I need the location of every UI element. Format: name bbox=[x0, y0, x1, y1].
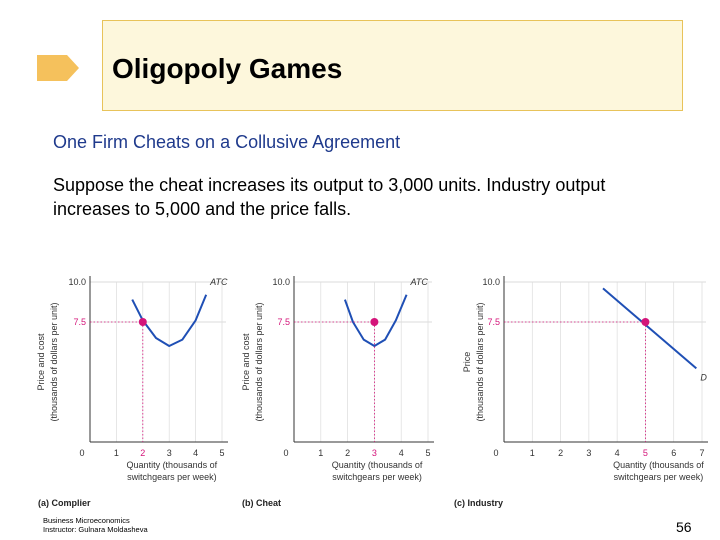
x-axis-label: switchgears per week) bbox=[127, 472, 217, 482]
footer-instructor: Instructor: Gulnara Moldasheva bbox=[43, 525, 148, 534]
y-tick-label: 7.5 bbox=[73, 317, 86, 327]
slide-title: Oligopoly Games bbox=[112, 53, 343, 84]
footer-credits: Business Microeconomics Instructor: Guln… bbox=[43, 516, 148, 534]
equilibrium-point bbox=[641, 318, 650, 326]
title-accent-shape bbox=[37, 55, 79, 81]
footer-course: Business Microeconomics bbox=[43, 516, 130, 525]
x-tick-label: 5 bbox=[643, 448, 648, 458]
x-axis-label: Quantity (thousands of bbox=[332, 460, 423, 470]
origin-label: 0 bbox=[79, 448, 84, 458]
y-axis-label: Price and cost bbox=[36, 333, 46, 391]
y-tick-label: 10.0 bbox=[482, 277, 500, 287]
panel-label: (c) Industry bbox=[454, 498, 503, 508]
x-axis-label: Quantity (thousands of bbox=[127, 460, 218, 470]
x-tick-label: 1 bbox=[530, 448, 535, 458]
panel-label: (b) Cheat bbox=[242, 498, 281, 508]
x-tick-label: 2 bbox=[345, 448, 350, 458]
curve-label: ATC bbox=[410, 277, 429, 287]
title-box: Oligopoly Games bbox=[102, 20, 683, 111]
x-tick-label: 1 bbox=[318, 448, 323, 458]
origin-label: 0 bbox=[493, 448, 498, 458]
chart-industry: 7.5 10.0 0 1 2 3 4 5 6 7 D Price (thousands of dolla… bbox=[454, 276, 708, 508]
curve-label: ATC bbox=[209, 277, 228, 287]
x-axis-label: switchgears per week) bbox=[332, 472, 422, 482]
equilibrium-point bbox=[138, 318, 147, 326]
panel-label: (a) Complier bbox=[38, 498, 91, 508]
x-tick-label: 2 bbox=[558, 448, 563, 458]
x-tick-label: 3 bbox=[372, 448, 377, 458]
page-number: 56 bbox=[676, 519, 692, 535]
x-tick-label: 1 bbox=[114, 448, 119, 458]
chart-complier: 7.5 10.0 0 1 2 3 4 5 ATC Price and cost (thousands… bbox=[36, 276, 228, 508]
y-axis-label: (thousands of dollars per unit) bbox=[49, 302, 59, 421]
y-axis-label: (thousands of dollars per unit) bbox=[254, 302, 264, 421]
x-tick-label: 6 bbox=[671, 448, 676, 458]
x-axis-label: switchgears per week) bbox=[614, 472, 704, 482]
y-tick-label: 10.0 bbox=[272, 277, 290, 287]
curve-label: D bbox=[700, 372, 707, 382]
x-tick-label: 5 bbox=[425, 448, 430, 458]
curve-d bbox=[602, 287, 697, 370]
x-tick-label: 3 bbox=[586, 448, 591, 458]
x-tick-label: 2 bbox=[140, 448, 145, 458]
x-tick-label: 4 bbox=[193, 448, 198, 458]
y-tick-label: 7.5 bbox=[487, 317, 500, 327]
origin-label: 0 bbox=[283, 448, 288, 458]
x-tick-label: 4 bbox=[615, 448, 620, 458]
slide-body-text: Suppose the cheat increases its output t… bbox=[53, 175, 606, 219]
x-tick-label: 3 bbox=[167, 448, 172, 458]
y-tick-label: 7.5 bbox=[277, 317, 290, 327]
y-axis-label: Price and cost bbox=[241, 333, 251, 391]
equilibrium-point bbox=[370, 318, 379, 326]
y-axis-label: Price bbox=[462, 352, 472, 373]
curve-atc bbox=[343, 294, 408, 347]
y-tick-label: 10.0 bbox=[68, 277, 86, 287]
x-tick-label: 7 bbox=[699, 448, 704, 458]
x-tick-label: 5 bbox=[219, 448, 224, 458]
slide-subtitle: One Firm Cheats on a Collusive Agreement bbox=[53, 132, 401, 152]
y-axis-label: (thousands of dollars per unit) bbox=[475, 302, 485, 421]
x-axis-label: Quantity (thousands of bbox=[613, 460, 704, 470]
x-tick-label: 4 bbox=[399, 448, 404, 458]
chart-cheat: 7.5 10.0 0 1 2 3 4 5 ATC Price and cost (thousands… bbox=[241, 276, 434, 508]
